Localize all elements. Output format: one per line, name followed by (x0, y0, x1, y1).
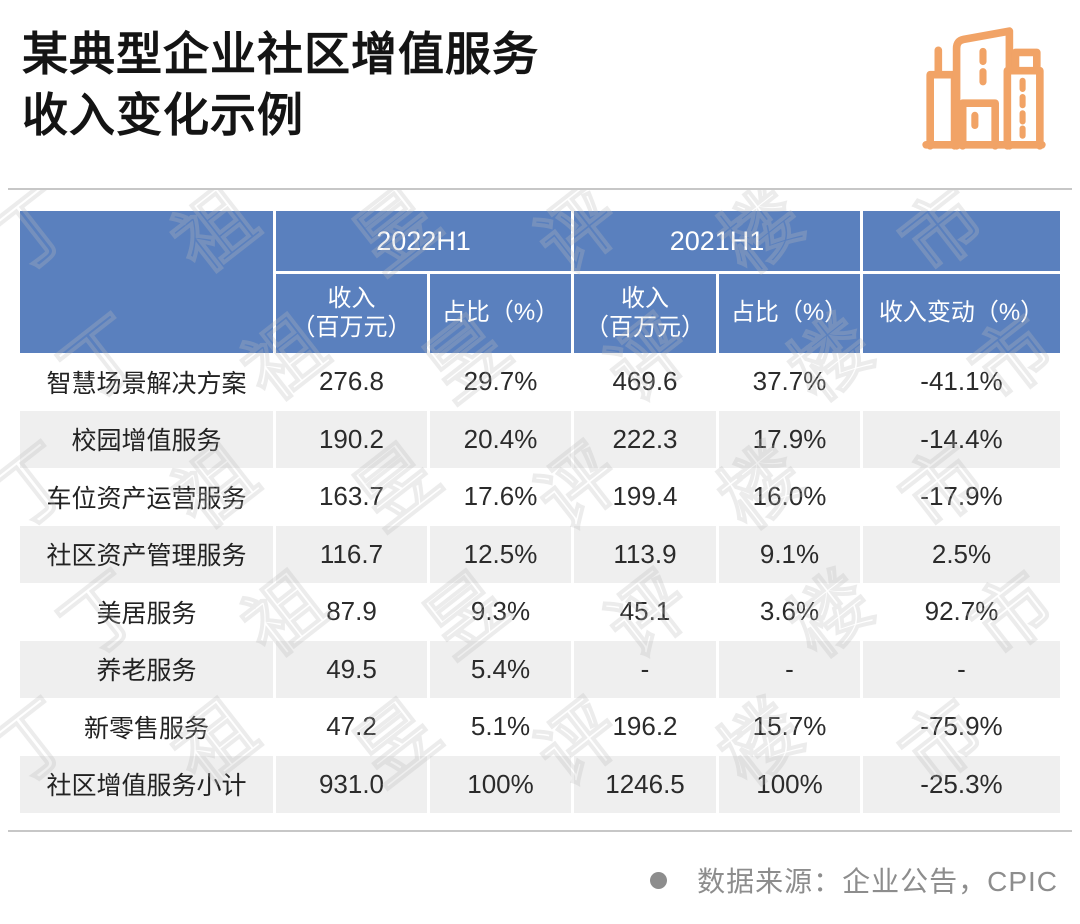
table-cell: 190.2 (276, 410, 430, 468)
row-label: 智慧场景解决方案 (20, 353, 276, 411)
table-cell: 45.1 (574, 583, 719, 641)
header-income-2021-line2: （百万元） (585, 313, 705, 341)
table-cell: 196.2 (574, 698, 719, 756)
header-income-2022-line1: 收入 (327, 284, 376, 312)
header-income-2021: 收入 （百万元） (574, 274, 719, 353)
header-revenue-change: 收入变动（%） (863, 274, 1060, 353)
table-cell: 87.9 (276, 583, 430, 641)
row-label: 车位资产运营服务 (20, 468, 276, 526)
table-row: 养老服务 49.5 5.4% - - - (20, 640, 1060, 698)
bullet-icon (650, 871, 668, 889)
table-row: 美居服务 87.9 9.3% 45.1 3.6% 92.7% (20, 583, 1060, 641)
source-text: 数据来源：企业公告，CPIC (697, 866, 1058, 897)
title-divider (8, 188, 1072, 190)
table-cell: -75.9% (863, 698, 1060, 756)
table-cell: 92.7% (863, 583, 1060, 641)
table-cell: 5.1% (430, 698, 574, 756)
table-row: 校园增值服务 190.2 20.4% 222.3 17.9% -14.4% (20, 410, 1060, 468)
table-cell: 5.4% (430, 640, 574, 698)
table-cell: 116.7 (276, 525, 430, 583)
column-group-2022h1: 2022H1 (276, 211, 574, 274)
revenue-table: 2022H1 2021H1 收入 （百万元） 占比（%） 收入 （百万元） 占比… (20, 211, 1060, 813)
row-label: 社区资产管理服务 (20, 525, 276, 583)
header-share-2021: 占比（%） (719, 274, 863, 353)
row-label: 新零售服务 (20, 698, 276, 756)
table-cell: 3.6% (719, 583, 863, 641)
revenue-table-grid: 2022H1 2021H1 收入 （百万元） 占比（%） 收入 （百万元） 占比… (20, 211, 1060, 813)
table-cell: 20.4% (430, 410, 574, 468)
table-header: 2022H1 2021H1 收入 （百万元） 占比（%） 收入 （百万元） 占比… (20, 211, 1060, 353)
page-title: 某典型企业社区增值服务 收入变化示例 (22, 24, 539, 146)
table-cell: 17.9% (719, 410, 863, 468)
row-label: 养老服务 (20, 640, 276, 698)
table-cell: 100% (430, 755, 574, 813)
row-label: 校园增值服务 (20, 410, 276, 468)
table-cell: - (863, 640, 1060, 698)
table-cell: 9.1% (719, 525, 863, 583)
table-cell: - (719, 640, 863, 698)
table-cell: 113.9 (574, 525, 719, 583)
table-cell: 9.3% (430, 583, 574, 641)
column-group-2021h1: 2021H1 (574, 211, 863, 274)
table-cell: 16.0% (719, 468, 863, 526)
table-cell: 15.7% (719, 698, 863, 756)
table-cell: 469.6 (574, 353, 719, 411)
table-cell: -14.4% (863, 410, 1060, 468)
table-cell: 100% (719, 755, 863, 813)
table-cell: 199.4 (574, 468, 719, 526)
table-cell: 47.2 (276, 698, 430, 756)
table-cell: 163.7 (276, 468, 430, 526)
table-cell: 276.8 (276, 353, 430, 411)
table-cell: -41.1% (863, 353, 1060, 411)
header-income-2021-line1: 收入 (621, 284, 669, 312)
row-label: 美居服务 (20, 583, 276, 641)
header-income-2022-line2: （百万元） (291, 313, 412, 341)
table-cell: - (574, 640, 719, 698)
table-cell: 17.6% (430, 468, 574, 526)
header-share-2022: 占比（%） (430, 274, 574, 353)
table-cell: 12.5% (430, 525, 574, 583)
table-row: 新零售服务 47.2 5.1% 196.2 15.7% -75.9% (20, 698, 1060, 756)
page-title-line2: 收入变化示例 (22, 89, 304, 142)
table-row: 社区增值服务小计 931.0 100% 1246.5 100% -25.3% (20, 755, 1060, 813)
table-cell: 29.7% (430, 353, 574, 411)
table-cell: -17.9% (863, 468, 1060, 526)
city-buildings-icon (922, 26, 1046, 158)
table-cell: -25.3% (863, 755, 1060, 813)
table-cell: 222.3 (574, 410, 719, 468)
footer-divider (8, 830, 1072, 832)
table-row: 车位资产运营服务 163.7 17.6% 199.4 16.0% -17.9% (20, 468, 1060, 526)
empty-header-cell (863, 211, 1060, 274)
header-income-2022: 收入 （百万元） (276, 274, 430, 353)
table-cell: 1246.5 (574, 755, 719, 813)
corner-header-cell (20, 211, 276, 353)
table-cell: 2.5% (863, 525, 1060, 583)
table-body: 智慧场景解决方案 276.8 29.7% 469.6 37.7% -41.1% 校园增值服务… (20, 353, 1060, 813)
table-cell: 931.0 (276, 755, 430, 813)
table-row: 智慧场景解决方案 276.8 29.7% 469.6 37.7% -41.1% (20, 353, 1060, 411)
row-label: 社区增值服务小计 (20, 755, 276, 813)
table-row: 社区资产管理服务 116.7 12.5% 113.9 9.1% 2.5% (20, 525, 1060, 583)
page-title-line1: 某典型企业社区增值服务 (22, 28, 539, 80)
table-cell: 37.7% (719, 353, 863, 411)
source-footer: 数据来源：企业公告，CPIC (650, 860, 1058, 900)
table-cell: 49.5 (276, 640, 430, 698)
